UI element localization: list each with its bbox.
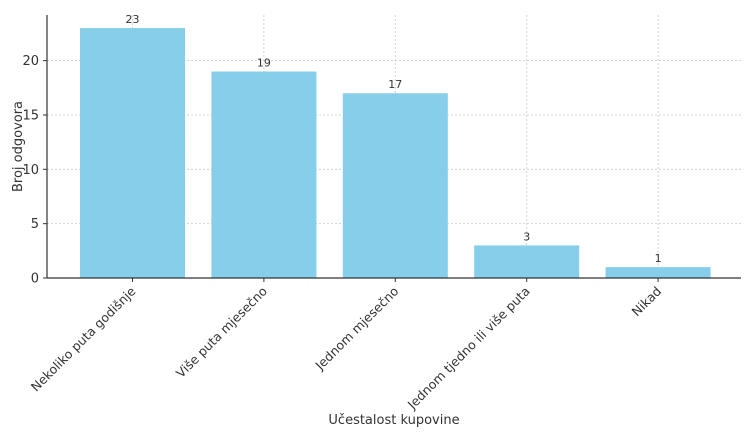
bar [211, 71, 317, 279]
y-tick-label: 5 [31, 217, 39, 232]
bar [474, 245, 580, 278]
bar-value-label: 23 [126, 13, 140, 26]
y-axis-label: Broj odgovora [11, 101, 26, 192]
y-tick-label: 20 [22, 54, 39, 69]
x-tick-label: Nikad [629, 284, 665, 320]
bar [605, 267, 711, 278]
bar [342, 93, 448, 279]
x-axis-label: Učestalost kupovine [328, 413, 459, 428]
bar-value-label: 1 [655, 252, 662, 265]
x-tick-label: Više puta mjesečno [173, 284, 270, 381]
bar [80, 28, 185, 279]
x-tick-label: Jednom mjesečno [312, 284, 402, 374]
bar-layer [80, 28, 711, 279]
x-tick-label: Nekoliko puta godišnje [28, 283, 139, 394]
x-tick-label: Jednom tjedno ili više puta [404, 284, 533, 413]
bar-value-label: 17 [388, 78, 402, 91]
bar-value-label: 19 [257, 57, 271, 70]
y-tick-label: 15 [22, 108, 39, 123]
y-tick-label: 0 [31, 272, 39, 287]
y-tick-label: 10 [22, 163, 39, 178]
axis-layer [43, 15, 741, 282]
bar-value-label: 3 [523, 230, 530, 243]
